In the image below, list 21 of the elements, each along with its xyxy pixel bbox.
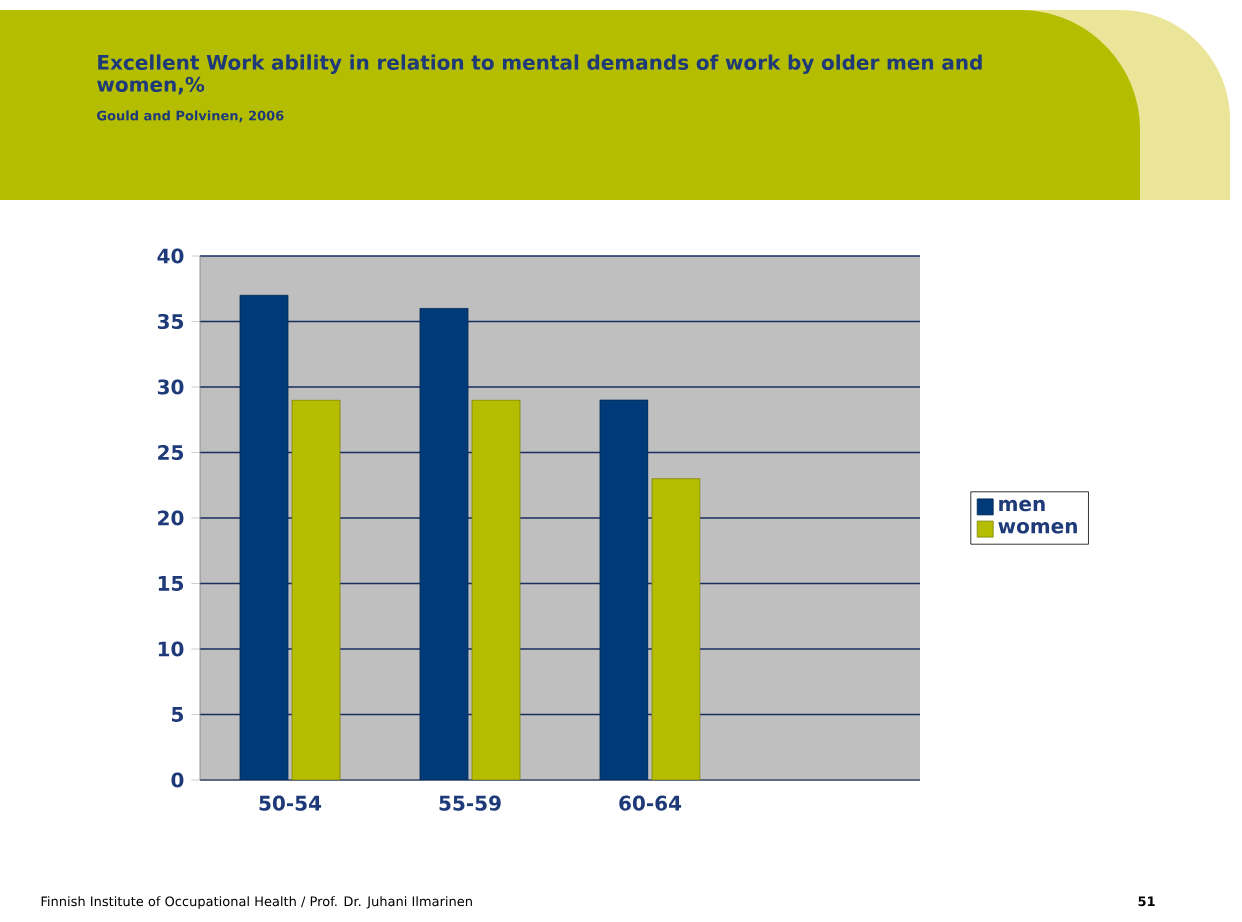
bar [239, 294, 289, 781]
y-tick-label: 25 [158, 444, 183, 461]
y-tick-label: 0 [171, 772, 184, 788]
x-tick-label: 55-59 [439, 795, 501, 811]
bar [599, 399, 649, 781]
x-tick-label: 50-54 [259, 795, 322, 811]
bar [419, 308, 469, 781]
x-tick-label: 60-64 [619, 795, 682, 811]
y-tick-label: 5 [172, 707, 183, 722]
chart-title: Excellent Work ability in relation to mental demands of work by older men and women,% [97, 54, 982, 95]
bar [471, 399, 521, 781]
bar [291, 399, 341, 781]
legend-label: men [999, 499, 1045, 512]
y-tick-label: 10 [158, 641, 184, 657]
y-tick-label: 15 [158, 576, 183, 591]
y-tick-label: 40 [157, 248, 184, 264]
y-tick-label: 20 [158, 510, 184, 526]
y-tick-label: 35 [157, 313, 183, 330]
y-tick-label: 30 [157, 379, 184, 395]
bar [651, 478, 701, 781]
legend-label: women [998, 522, 1077, 534]
